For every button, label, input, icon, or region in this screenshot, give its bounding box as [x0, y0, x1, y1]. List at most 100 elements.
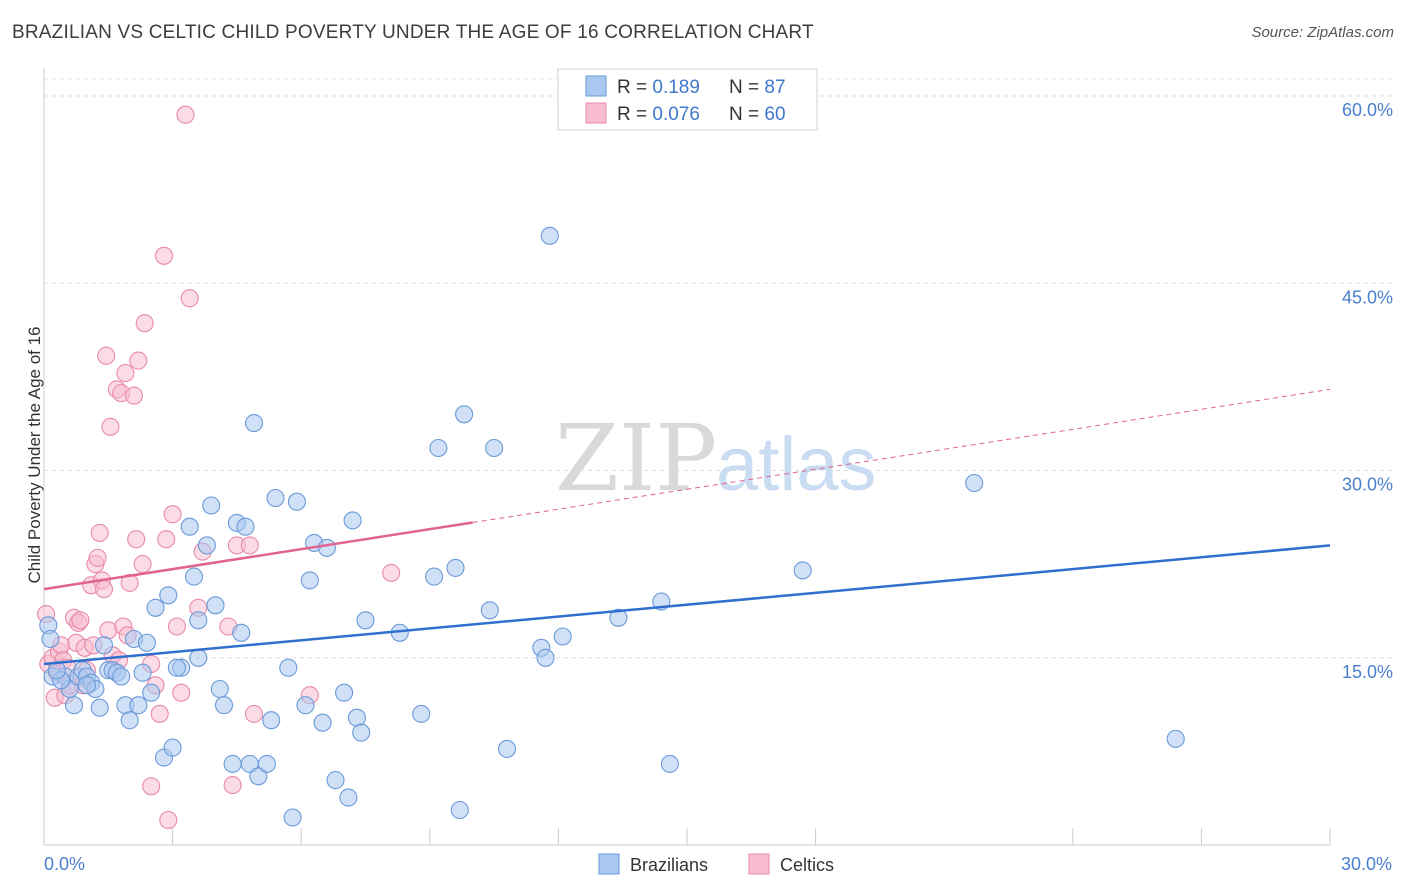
brazilians-point: [480, 601, 499, 620]
chart-title: BRAZILIAN VS CELTIC CHILD POVERTY UNDER …: [12, 22, 814, 43]
brazilians-point: [296, 696, 315, 715]
svg-text:R = 0.189: R = 0.189: [617, 77, 700, 98]
brazilians-point: [223, 754, 242, 773]
brazilians-point: [485, 438, 504, 458]
brazilians-point: [266, 488, 285, 508]
brazilians-trend-line: [43, 544, 1331, 666]
celtics-point: [116, 364, 135, 383]
legend-celtics-label: Celtics: [780, 855, 834, 875]
brazilians-point: [120, 711, 139, 730]
celtics-point: [127, 530, 146, 549]
brazilians-point: [283, 808, 302, 827]
r-value-brazilians: 0.189: [652, 77, 700, 98]
celtics-point: [90, 523, 109, 542]
y-tick-label: 45.0%: [1342, 287, 1393, 307]
brazilians-point: [112, 667, 131, 686]
brazilians-point: [287, 492, 306, 511]
celtics-point: [157, 530, 176, 549]
celtics-point: [223, 776, 242, 795]
brazilians-point: [232, 623, 251, 642]
brazilians-point: [244, 414, 264, 433]
n-value-brazilians: 87: [764, 77, 785, 98]
n-label-celtics: N =: [729, 104, 764, 125]
celtics-point: [99, 621, 118, 640]
brazilians-point: [450, 800, 469, 820]
source-label: Source: ZipAtlas.com: [1251, 24, 1394, 41]
brazilians-point: [159, 586, 178, 605]
celtics-point: [133, 555, 152, 574]
celtics-point: [94, 580, 114, 599]
watermark: ZIP atlas: [555, 405, 877, 512]
brazilians-point: [352, 723, 371, 742]
axes: [43, 68, 1331, 846]
brazilians-point: [202, 496, 221, 515]
brazilians-point: [77, 676, 96, 695]
brazilians-point: [41, 629, 60, 649]
brazilians-point: [536, 648, 555, 667]
r-value-celtics: 0.076: [652, 104, 700, 125]
brazilians-point: [236, 517, 255, 536]
brazilians-point: [249, 767, 268, 786]
celtics-point: [97, 346, 116, 365]
r-label-celtics: R =: [617, 104, 652, 125]
brazilians-points: [39, 226, 1185, 827]
celtics-point: [163, 505, 182, 524]
svg-text:R = 0.076: R = 0.076: [617, 104, 700, 125]
celtics-trend-line-extension: [472, 388, 1331, 524]
brazilians-point: [553, 627, 572, 646]
celtics-point: [120, 573, 139, 592]
celtics-point: [150, 704, 169, 723]
brazilians-point: [64, 696, 84, 715]
brazilians-point: [279, 658, 298, 677]
celtics-point: [159, 810, 178, 830]
watermark-zip: ZIP: [555, 405, 717, 512]
brazilians-point: [146, 598, 165, 617]
brazilians-point: [142, 683, 161, 702]
brazilians-point: [167, 658, 186, 677]
celtics-point: [129, 351, 148, 370]
brazilians-point: [197, 536, 216, 555]
stats-legend: R = 0.189 N = 87 R = 0.076 N = 60: [557, 68, 818, 131]
celtics-point: [142, 777, 161, 796]
brazilians-point: [455, 405, 474, 424]
gridlines: [44, 78, 1392, 659]
brazilians-point: [343, 511, 362, 530]
brazilians-point: [965, 473, 984, 493]
y-tick-label: 15.0%: [1342, 662, 1393, 682]
r-label-brazilians: R =: [617, 77, 652, 98]
brazilians-point: [189, 611, 208, 630]
brazilians-point: [214, 696, 234, 715]
brazilians-point: [793, 561, 812, 580]
celtics-points: [37, 105, 401, 830]
brazilians-point: [189, 648, 208, 667]
series-legend: Brazilians Celtics: [598, 853, 834, 875]
brazilians-point: [317, 538, 336, 557]
celtics-trend-line: [43, 521, 473, 591]
legend-brazilians-label: Brazilians: [630, 855, 708, 875]
celtics-point: [135, 314, 154, 333]
celtics-point: [88, 548, 107, 567]
brazilians-point: [184, 567, 204, 586]
n-label-brazilians: N =: [729, 77, 764, 98]
brazilians-point: [313, 713, 332, 732]
celtics-point: [382, 563, 401, 582]
brazilians-swatch: [585, 75, 607, 97]
watermark-atlas: atlas: [716, 422, 877, 507]
brazilians-point: [347, 708, 366, 727]
legend-brazilians-swatch: [598, 853, 620, 875]
x-tick-label-min: 0.0%: [44, 854, 85, 874]
celtics-point: [176, 105, 195, 124]
celtics-point: [101, 417, 120, 436]
brazilians-point: [497, 739, 517, 758]
n-value-celtics: 60: [764, 104, 785, 125]
celtics-swatch: [585, 102, 607, 124]
brazilians-point: [339, 788, 358, 807]
brazilians-point: [1166, 729, 1185, 748]
celtics-point: [154, 246, 174, 265]
x-tick-label-max: 30.0%: [1341, 854, 1392, 874]
brazilians-point: [356, 611, 375, 630]
svg-text:N = 60: N = 60: [729, 104, 786, 125]
celtics-point: [180, 289, 199, 308]
brazilians-point: [335, 683, 354, 702]
